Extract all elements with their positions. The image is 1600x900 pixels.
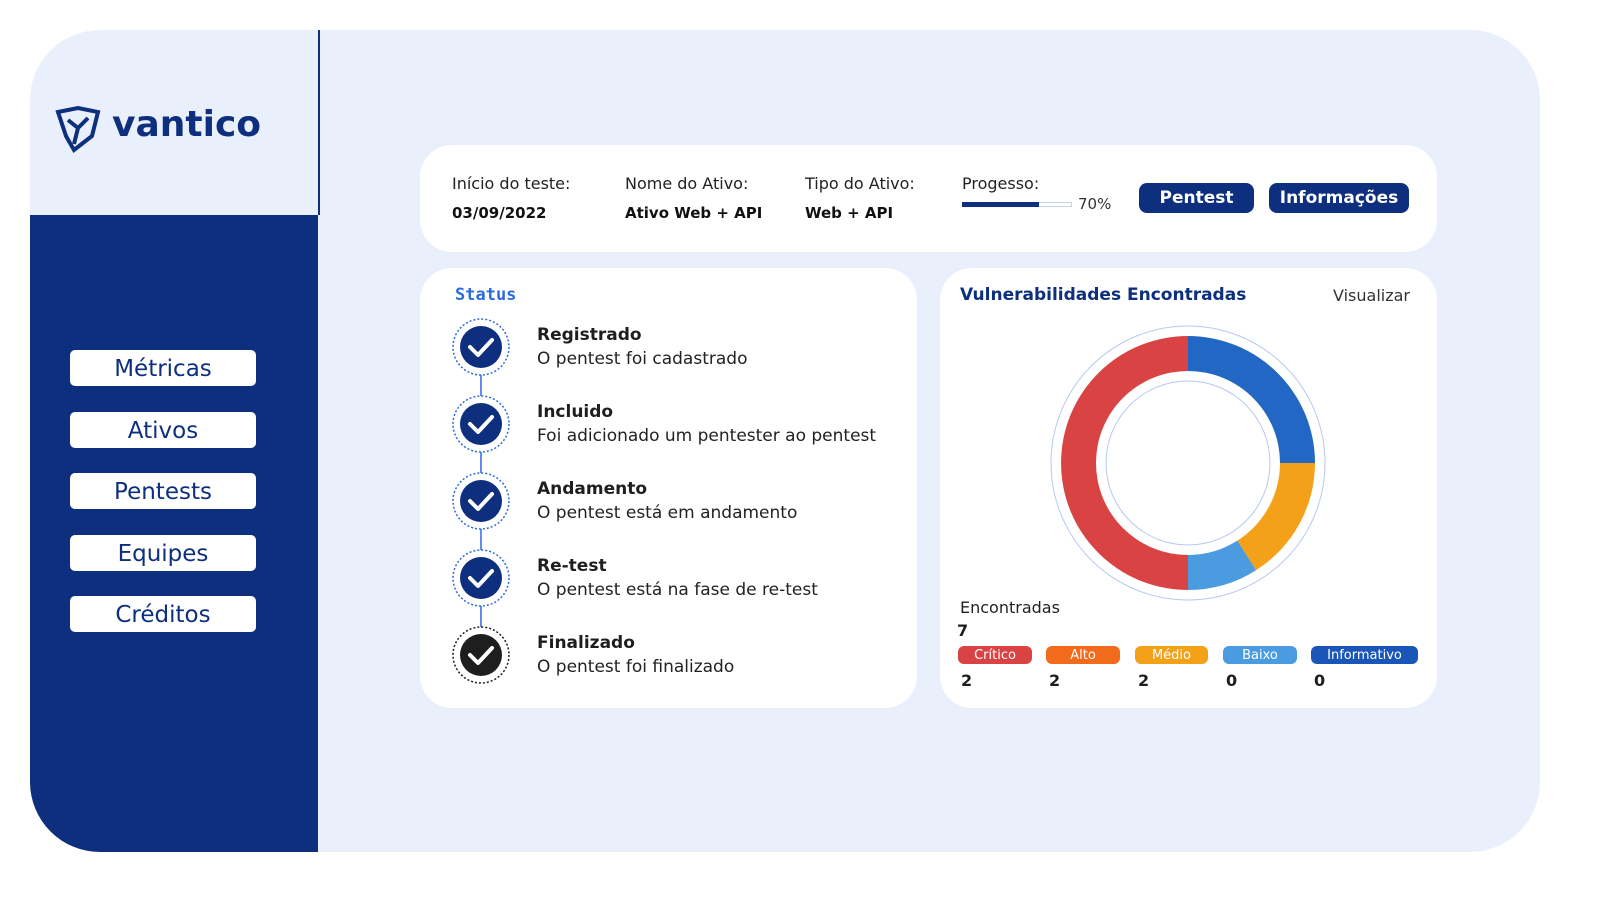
step-text: O pentest está na fase de re-test bbox=[537, 580, 818, 600]
field-label: Início do teste: bbox=[452, 174, 571, 193]
step-title: Incluido bbox=[537, 402, 614, 422]
step-text: O pentest foi finalizado bbox=[537, 657, 735, 677]
progress-bar bbox=[962, 202, 1039, 207]
status-steps bbox=[452, 318, 510, 684]
step-icon bbox=[460, 326, 502, 368]
info-card bbox=[420, 145, 1437, 252]
tab-button[interactable]: Informações bbox=[1269, 183, 1409, 213]
check-mark bbox=[468, 569, 494, 588]
sidebar bbox=[30, 215, 318, 852]
level-count: 2 bbox=[1049, 671, 1061, 690]
nav-button[interactable]: Métricas bbox=[70, 350, 256, 386]
donut-chart bbox=[1050, 325, 1326, 601]
level-pill: Informativo bbox=[1311, 646, 1418, 664]
level-count: 0 bbox=[1226, 671, 1238, 690]
nav-button[interactable]: Ativos bbox=[70, 411, 256, 448]
check-mark bbox=[468, 415, 494, 434]
field-label: Tipo do Ativo: bbox=[805, 174, 915, 193]
step-title: Andamento bbox=[537, 479, 648, 499]
donut-segment bbox=[1237, 463, 1315, 571]
check-mark bbox=[468, 492, 494, 511]
donut-segment bbox=[1188, 336, 1315, 463]
step-icon bbox=[460, 634, 502, 676]
step-title: Re-test bbox=[537, 556, 607, 576]
step-icon bbox=[460, 557, 502, 599]
check-mark bbox=[468, 646, 494, 665]
field-value: Ativo Web + API bbox=[625, 204, 763, 222]
check-mark bbox=[468, 338, 494, 357]
step-icon bbox=[460, 403, 502, 445]
level-pill: Baixo bbox=[1223, 646, 1297, 664]
logo-icon bbox=[55, 106, 101, 153]
vuln-title: Vulnerabilidades Encontradas bbox=[960, 285, 1247, 305]
level-count: 0 bbox=[1314, 671, 1326, 690]
nav-button[interactable]: Equipes bbox=[70, 534, 256, 571]
divider bbox=[318, 30, 320, 215]
field-label: Nome do Ativo: bbox=[625, 174, 749, 193]
step-text: O pentest está em andamento bbox=[537, 503, 798, 523]
total-label: Encontradas bbox=[960, 598, 1060, 617]
level-count: 2 bbox=[1138, 671, 1150, 690]
progress-label: Progesso: bbox=[962, 174, 1040, 193]
level-pill: Crítico bbox=[958, 646, 1032, 664]
step-title: Finalizado bbox=[537, 633, 635, 653]
donut-segment bbox=[1188, 540, 1257, 590]
step-text: O pentest foi cadastrado bbox=[537, 349, 748, 369]
view-link[interactable]: Visualizar bbox=[1333, 286, 1410, 305]
step-icon bbox=[460, 480, 502, 522]
status-title: Status bbox=[455, 285, 517, 305]
progress-value: 70% bbox=[1078, 195, 1112, 213]
total-value: 7 bbox=[957, 621, 969, 640]
level-count: 2 bbox=[961, 671, 973, 690]
logo-text: vantico bbox=[112, 104, 262, 145]
level-pill: Alto bbox=[1046, 646, 1120, 664]
nav-button[interactable]: Créditos bbox=[70, 596, 256, 632]
donut-segment bbox=[1061, 336, 1188, 590]
level-pill: Médio bbox=[1135, 646, 1208, 664]
field-value: Web + API bbox=[805, 204, 894, 222]
step-text: Foi adicionado um pentester ao pentest bbox=[537, 426, 877, 446]
tab-button[interactable]: Pentest bbox=[1139, 183, 1254, 213]
step-title: Registrado bbox=[537, 325, 642, 345]
field-value: 03/09/2022 bbox=[452, 204, 547, 222]
nav-button[interactable]: Pentests bbox=[70, 473, 256, 509]
